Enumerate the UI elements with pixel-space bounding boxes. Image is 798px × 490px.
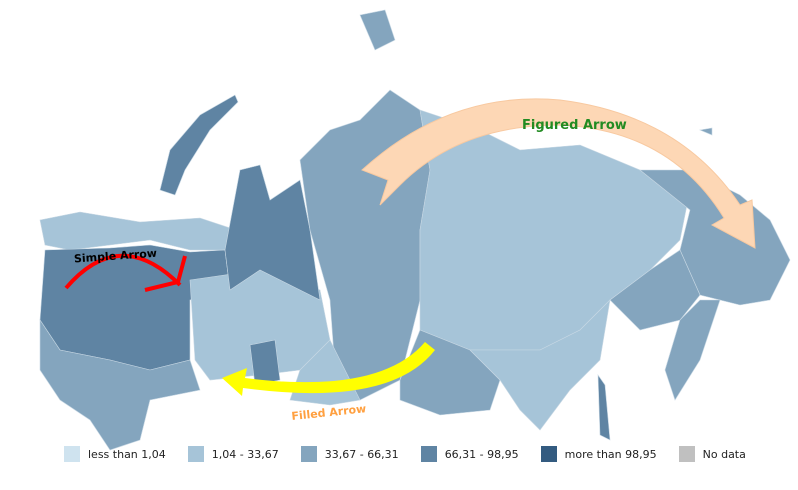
region-novaya-zemlya[interactable] (159, 94, 239, 196)
regions (39, 9, 791, 451)
legend-swatch (300, 446, 317, 462)
legend-swatch (64, 446, 80, 462)
region-khabarovsk[interactable] (469, 299, 611, 431)
region-northwest[interactable] (39, 211, 231, 251)
region-tyumen-south[interactable] (249, 339, 281, 386)
legend-item[interactable]: No data (678, 446, 746, 462)
legend-swatch (420, 446, 437, 462)
region-south-west[interactable] (39, 319, 201, 451)
simple-arrow-label: Simple Arrow (74, 247, 158, 266)
simple-arrow: Simple Arrow (64, 247, 187, 292)
region-wrangel[interactable] (698, 127, 713, 136)
region-taymyr-north[interactable] (359, 9, 396, 51)
legend-swatch (540, 446, 557, 462)
region-yamal[interactable] (224, 164, 321, 301)
region-sakhalin[interactable] (597, 374, 611, 441)
legend-item[interactable]: 33,67 - 66,31 (300, 446, 399, 462)
legend-item[interactable]: 1,04 - 33,67 (187, 446, 279, 462)
legend-label: 66,31 - 98,95 (444, 447, 519, 461)
legend-item[interactable]: less than 1,04 (64, 446, 166, 462)
legend: less than 1,04 1,04 - 33,67 33,67 - 66,3… (64, 446, 768, 462)
figured-arrow: Figured Arrow (361, 98, 756, 249)
legend-item[interactable]: 66,31 - 98,95 (420, 446, 519, 462)
legend-item[interactable]: more than 98,95 (540, 446, 657, 462)
figured-arrow-label: Figured Arrow (522, 118, 627, 133)
legend-swatch (678, 446, 695, 462)
legend-label: 33,67 - 66,31 (324, 447, 399, 461)
legend-label: 1,04 - 33,67 (211, 447, 279, 461)
filled-arrow-label: Filled Arrow (291, 402, 367, 423)
legend-label: less than 1,04 (88, 447, 166, 461)
region-magadan[interactable] (609, 249, 701, 331)
legend-label: more than 98,95 (564, 447, 657, 461)
legend-label: No data (702, 447, 746, 461)
legend-swatch (187, 446, 204, 462)
region-kamchatka[interactable] (664, 299, 721, 401)
